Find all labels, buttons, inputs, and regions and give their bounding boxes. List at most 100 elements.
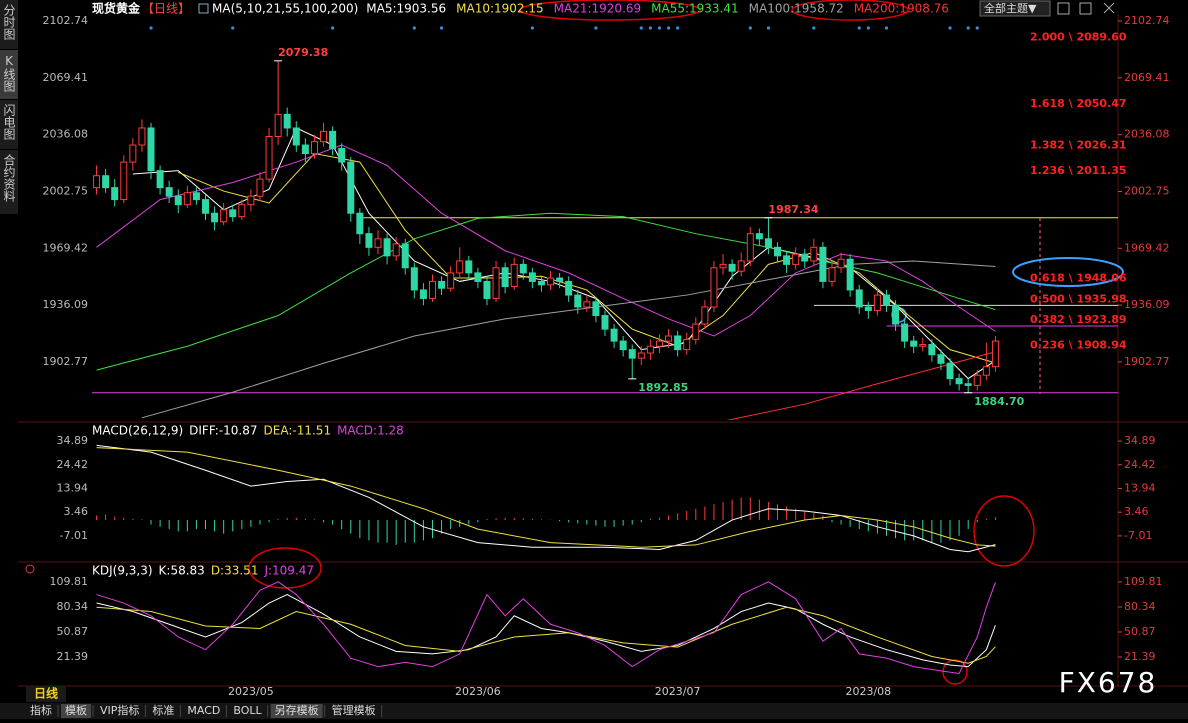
- toolbar-tab-bg[interactable]: [61, 704, 91, 718]
- toolbar-tab-bg[interactable]: [270, 704, 323, 718]
- y-tick-label: 2002.75: [43, 184, 89, 197]
- highlight-ellipse: [973, 495, 1035, 567]
- toolbar-tab[interactable]: BOLL: [233, 704, 262, 717]
- theme-button[interactable]: 全部主题▼: [984, 1, 1037, 15]
- theme-button-bg[interactable]: [979, 0, 1051, 17]
- sidebar-tab-bg: [0, 100, 18, 149]
- toolbar-tab-bg[interactable]: [327, 704, 380, 718]
- sidebar-tab[interactable]: 合约资料: [2, 153, 16, 202]
- y-tick-label: 50.87: [1124, 625, 1156, 638]
- x-tick-label: 2023/05: [228, 685, 274, 698]
- candle-body: [737, 260, 745, 272]
- candle-body: [174, 195, 182, 206]
- plot-area: [96, 444, 996, 553]
- toolbar-tab[interactable]: 标准: [152, 703, 174, 717]
- candle-body: [755, 233, 763, 240]
- y-tick-label: 80.34: [57, 600, 89, 613]
- candle-body: [310, 141, 318, 155]
- candle-body: [928, 344, 936, 356]
- fib-label: 2.000 \ 2089.60: [1030, 30, 1127, 43]
- y-tick-label: 34.89: [57, 434, 89, 447]
- y-tick-label: 80.34: [1124, 600, 1156, 613]
- candle-body: [837, 258, 845, 269]
- candle-body: [801, 253, 809, 262]
- candle-body: [365, 233, 373, 248]
- toolbar-tab-bg[interactable]: [148, 704, 179, 718]
- fib-label: 0.500 \ 1935.98: [1030, 292, 1127, 305]
- y-tick-label: 3.46: [1124, 505, 1149, 518]
- candle-body: [592, 301, 600, 317]
- candle-body: [265, 136, 273, 180]
- candle-body: [601, 315, 609, 330]
- icon-window[interactable]: [1057, 2, 1070, 15]
- candle-body: [438, 280, 446, 289]
- chart-period: 【日线】: [142, 2, 190, 16]
- candle-body: [247, 195, 255, 206]
- chart-title: 现货黄金: [92, 1, 141, 16]
- chart-title: MACD(26,12,9): [92, 424, 183, 438]
- icon-grid[interactable]: [1079, 2, 1092, 15]
- candle-body: [510, 263, 518, 288]
- icon-close[interactable]: [1103, 2, 1115, 14]
- y-tick-label: 2002.75: [1124, 184, 1170, 197]
- toolbar-tab-bg[interactable]: [96, 704, 144, 718]
- candle-body: [873, 294, 881, 311]
- candle-body: [882, 294, 890, 306]
- signal-dot: [530, 26, 534, 30]
- signal-dot: [748, 26, 752, 30]
- candle-body: [465, 260, 473, 274]
- candle-body: [419, 289, 427, 299]
- candle-body: [292, 127, 300, 146]
- highlight-circle: [942, 659, 968, 685]
- candle-body: [528, 272, 536, 282]
- candle-body: [120, 161, 128, 201]
- candle-body: [674, 335, 682, 351]
- series-line: [726, 351, 996, 420]
- series-line: [132, 127, 996, 380]
- signal-dot: [666, 26, 671, 30]
- candle-body: [201, 199, 209, 214]
- sidebar-tab[interactable]: K线图: [2, 54, 16, 92]
- candle-body: [628, 349, 636, 359]
- legend-entry: MA21:1920.69: [554, 2, 642, 16]
- kdj-icon[interactable]: [25, 564, 35, 574]
- y-tick-label: 24.42: [1124, 458, 1156, 471]
- candle-body: [728, 263, 736, 272]
- candle-body: [574, 294, 582, 308]
- candle-body: [701, 306, 709, 325]
- sidebar-tab-bg: [0, 50, 18, 99]
- y-tick-label: 1936.09: [1124, 298, 1170, 311]
- toolbar-tab[interactable]: 另存模板: [275, 703, 319, 717]
- period-label[interactable]: 日线: [34, 686, 58, 701]
- candle-body: [274, 113, 282, 138]
- toolbar-tab-bg[interactable]: [26, 704, 56, 718]
- period-box[interactable]: [26, 686, 66, 702]
- candle-body: [428, 280, 436, 299]
- y-tick-label: 50.87: [57, 625, 89, 638]
- candle-body: [183, 192, 191, 206]
- candle-body: [229, 209, 237, 218]
- candle-body: [320, 130, 328, 143]
- toolbar-tab[interactable]: 指标: [30, 703, 52, 717]
- candle-body: [637, 352, 645, 359]
- toolbar-tab[interactable]: MACD: [187, 704, 220, 717]
- toolbar-tab[interactable]: VIP指标: [100, 703, 139, 717]
- signal-dot: [884, 26, 889, 30]
- candle-body: [810, 246, 818, 262]
- sidebar-tab[interactable]: 闪电图: [2, 104, 16, 140]
- candle-body: [828, 267, 836, 282]
- y-tick-label: 1902.77: [1124, 355, 1170, 368]
- legend-entry: MA100:1958.72: [749, 2, 844, 16]
- sidebar-tab[interactable]: 分时图: [2, 4, 16, 40]
- candle-body: [138, 127, 146, 146]
- toolbar-tab-bg[interactable]: [229, 704, 266, 718]
- toolbar-tab-bg[interactable]: [183, 704, 225, 718]
- toolbar-tab[interactable]: 管理模板: [332, 703, 376, 717]
- legend-entry: MA55:1933.41: [651, 2, 739, 16]
- candle-body: [456, 260, 464, 274]
- toolbar-tab[interactable]: 模板: [65, 703, 87, 717]
- y-tick-label: 13.94: [1124, 481, 1156, 494]
